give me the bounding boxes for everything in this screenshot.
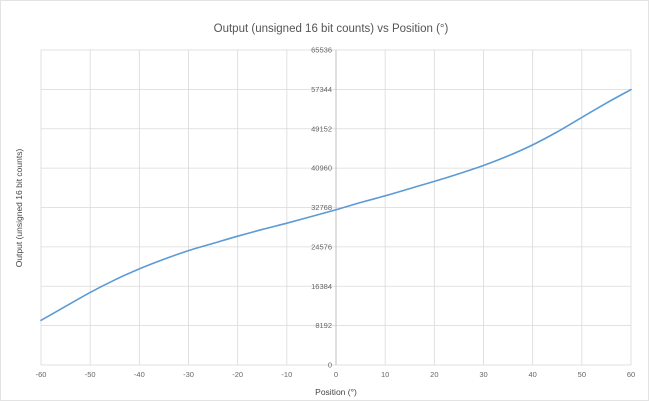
x-tick-label: 20 (430, 370, 438, 379)
x-tick-label: -60 (36, 370, 47, 379)
series-line-0 (40, 88, 632, 322)
x-tick-label: -40 (134, 370, 145, 379)
x-tick-label: -30 (183, 370, 194, 379)
y-tick-label: 16384 (311, 282, 332, 291)
chart-title: Output (unsigned 16 bit counts) vs Posit… (214, 23, 449, 35)
y-tick-label: 57344 (311, 85, 332, 94)
y-tick-label: 32768 (311, 203, 332, 212)
y-tick-label: 8192 (315, 321, 332, 330)
y-tick-label: 40960 (311, 164, 332, 173)
y-tick-label: 65536 (311, 46, 332, 55)
x-axis-title: Position (°) (315, 387, 357, 397)
x-tick-label: -20 (232, 370, 243, 379)
x-tick-label: -50 (85, 370, 96, 379)
y-axis-title: Output (unsigned 16 bit counts) (14, 149, 24, 268)
x-tick-label: 10 (381, 370, 389, 379)
y-tick-label: 0 (328, 361, 332, 370)
x-tick-label: 40 (528, 370, 536, 379)
y-tick-label: 49152 (311, 124, 332, 133)
series-layer (40, 88, 632, 322)
tick-labels: -60 -50 -40 -30 -20 -10 0 10 20 30 40 50 60 0 8192 1638… (36, 46, 636, 380)
x-tick-label: 0 (334, 370, 338, 379)
x-tick-label: -10 (281, 370, 292, 379)
x-tick-label: 60 (627, 370, 635, 379)
x-tick-label: 50 (578, 370, 586, 379)
y-tick-label: 24576 (311, 242, 332, 251)
x-tick-label: 30 (479, 370, 487, 379)
gridlines (40, 49, 632, 366)
